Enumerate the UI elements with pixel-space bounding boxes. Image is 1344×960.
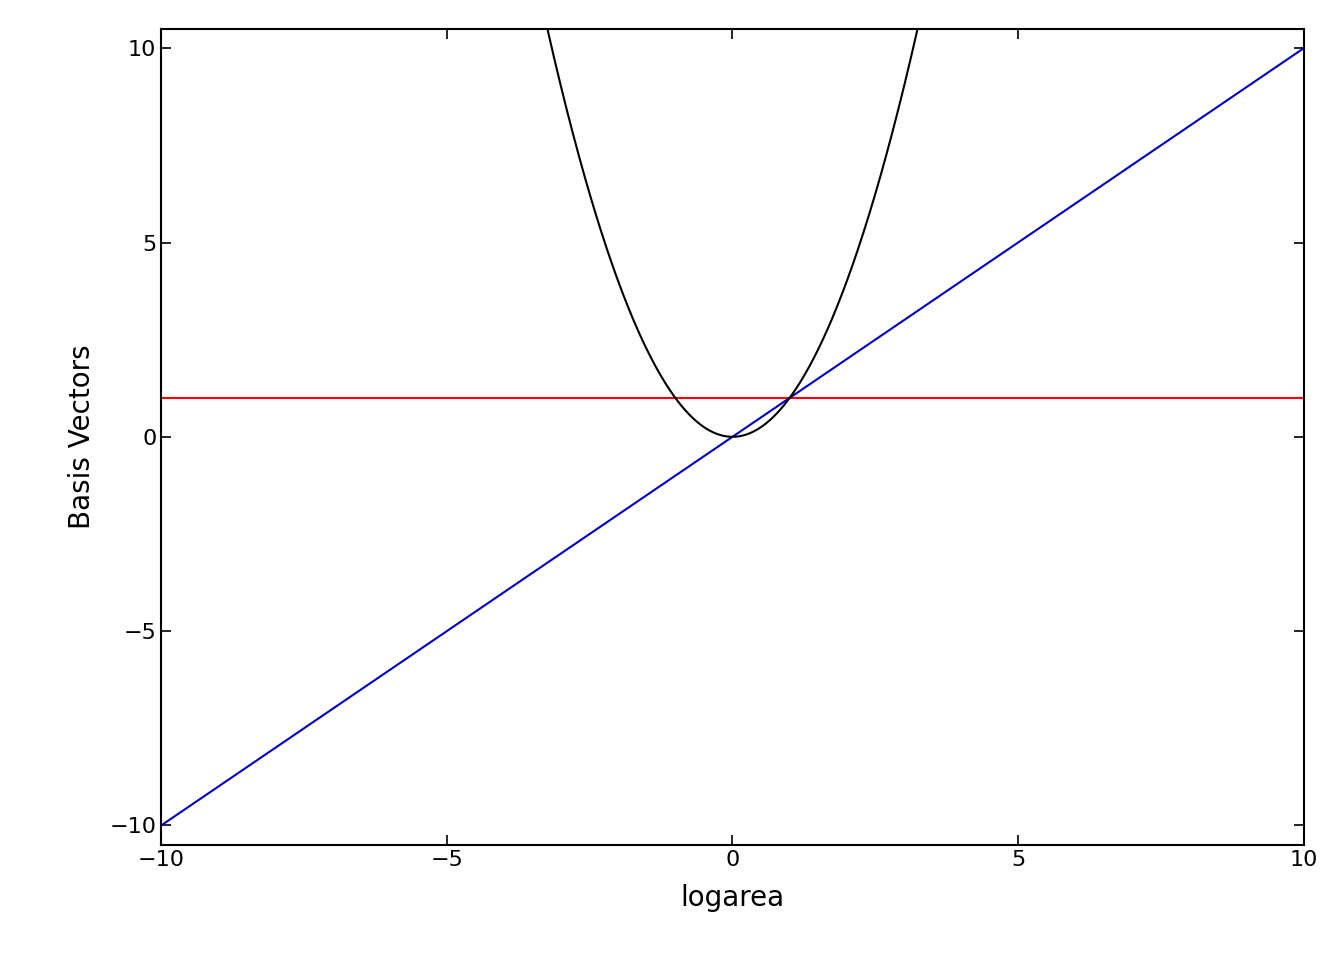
X-axis label: logarea: logarea	[680, 883, 785, 912]
Y-axis label: Basis Vectors: Basis Vectors	[67, 345, 95, 529]
